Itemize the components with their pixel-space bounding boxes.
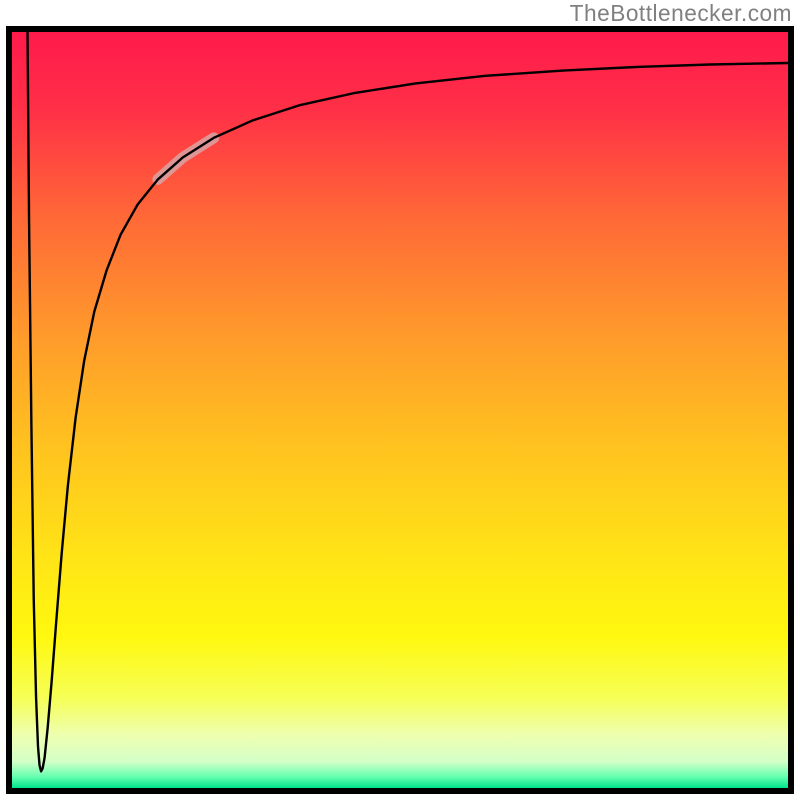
chart-stage: TheBottlenecker.com — [0, 0, 800, 800]
watermark-text: TheBottlenecker.com — [570, 0, 792, 27]
gradient-background — [12, 32, 788, 788]
bottleneck-chart — [0, 0, 800, 800]
